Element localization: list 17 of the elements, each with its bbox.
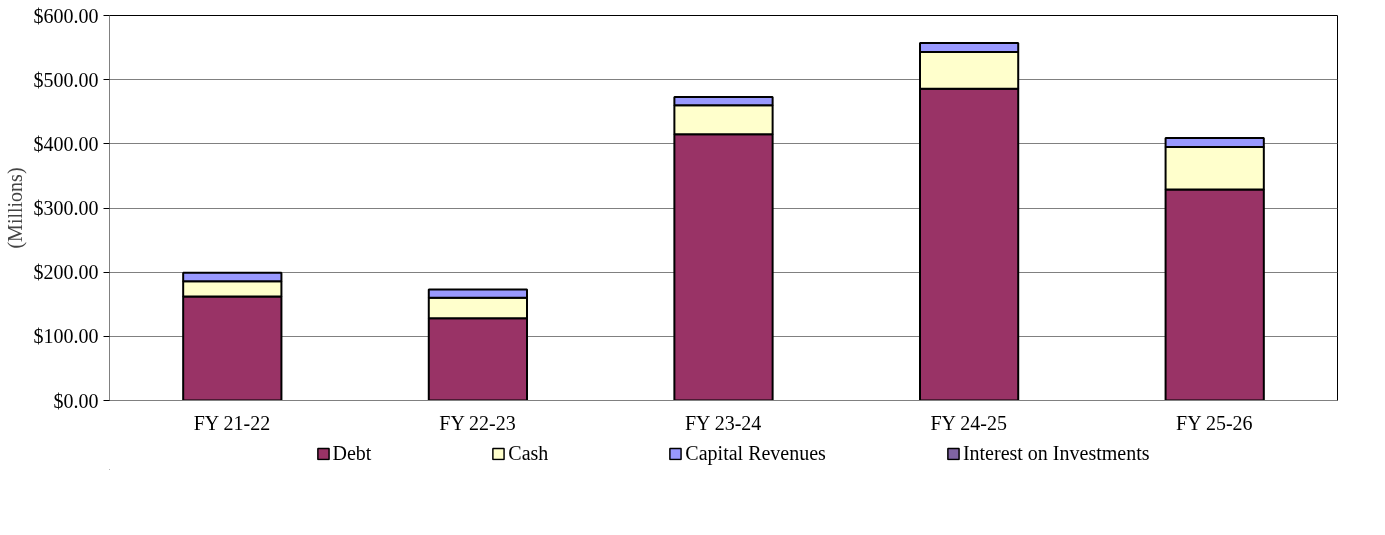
y-tick-label: $200.00 (33, 261, 99, 284)
legend-label: Cash (508, 441, 549, 465)
x-tick-label: FY 21-22 (193, 411, 271, 434)
y-tick-label: $400.00 (33, 132, 99, 155)
x-tick-label: FY 24-25 (930, 411, 1007, 434)
y-tick-label: $500.00 (33, 68, 99, 91)
y-tick-label: $600.00 (33, 4, 99, 27)
y-tick-label: $100.00 (33, 325, 99, 348)
y-tick-label: $300.00 (33, 197, 99, 219)
x-tick-label: FY 25-26 (1176, 411, 1253, 434)
y-tick-label: $0.00 (53, 389, 99, 412)
y-axis-title: (Millions) (3, 167, 27, 249)
x-tick-label: FY 22-23 (439, 411, 516, 434)
legend-label: Debt (332, 441, 372, 465)
legend-label: Interest on Investments (962, 441, 1150, 465)
legend-label: Capital Revenues (685, 441, 826, 465)
x-tick-label: FY 23-24 (684, 411, 762, 434)
